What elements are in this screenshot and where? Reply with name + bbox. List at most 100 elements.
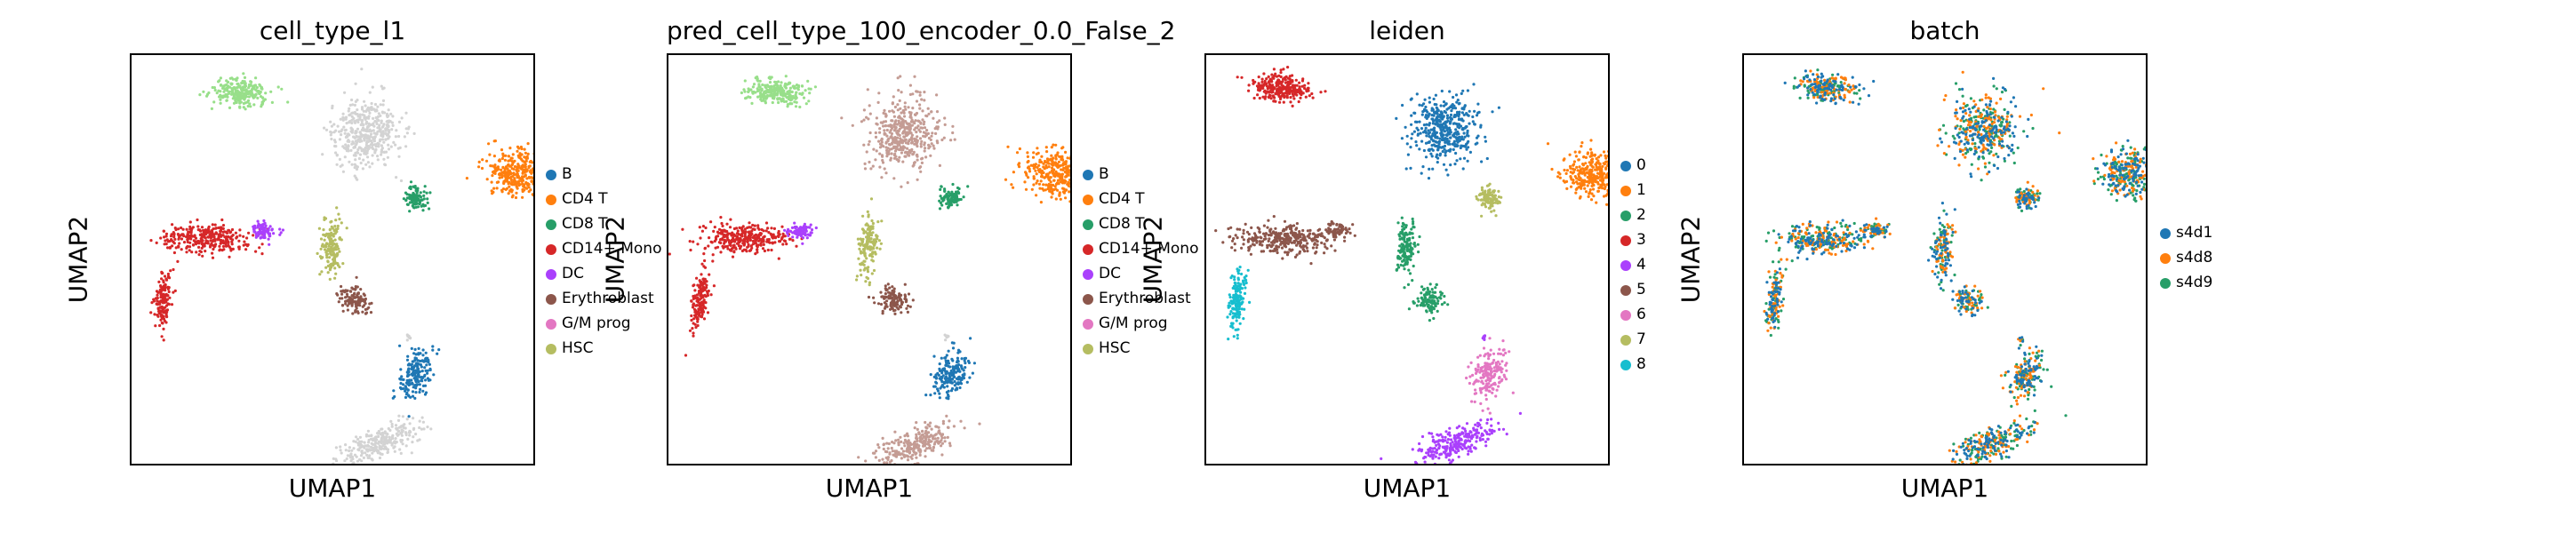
legend-marker (546, 244, 556, 255)
legend-label: 0 (1636, 156, 1646, 174)
cell-cluster (668, 216, 806, 260)
cell-cluster (684, 252, 716, 357)
legend-label: 6 (1636, 306, 1646, 323)
legend-marker (1083, 219, 1093, 230)
cell-cluster (1948, 419, 2039, 464)
scatter-plot-area (1742, 53, 2148, 465)
legend-label: CD8 T (1099, 215, 1145, 233)
legend-label: DC (562, 265, 584, 282)
x-axis-label: UMAP1 (288, 473, 377, 503)
cell-cluster (198, 72, 290, 111)
legend-label: CD14+ Mono (562, 240, 662, 258)
legend-label: 1 (1636, 181, 1646, 199)
cell-cluster (335, 275, 373, 315)
scatter-plot-area (667, 53, 1072, 465)
cell-cluster (840, 75, 956, 188)
cell-cluster (1004, 143, 1070, 204)
cell-cluster (1927, 202, 1956, 290)
cell-cluster (2006, 345, 2044, 397)
cell-cluster (1465, 337, 1515, 415)
cell-cluster (332, 414, 433, 464)
cell-cluster (316, 206, 348, 281)
cell-cluster (465, 139, 533, 200)
cell-cluster (405, 333, 412, 342)
cell-cluster (321, 68, 416, 183)
legend-marker (546, 344, 556, 354)
legend-label: HSC (1099, 339, 1131, 357)
panel-batch: batch UMAP1 UMAP2 s4d1 s4d8 s4d9 (1676, 0, 2364, 533)
cell-cluster (867, 282, 915, 315)
legend-marker (1083, 344, 1093, 354)
legend-marker (1620, 335, 1631, 346)
legend-marker (1083, 244, 1093, 255)
y-axis-label: UMAP2 (1676, 215, 1706, 304)
cell-cluster (1214, 215, 1337, 266)
cell-cluster (1318, 219, 1356, 243)
legend-marker (1620, 260, 1631, 271)
legend-label: s4d8 (2176, 249, 2213, 266)
cell-cluster (391, 344, 441, 418)
y-axis-label: UMAP2 (63, 215, 93, 304)
legend-marker (1620, 285, 1631, 296)
umap-scatter (1763, 68, 2146, 464)
legend-marker (546, 319, 556, 330)
legend-marker (2160, 228, 2171, 239)
cell-cluster (855, 197, 884, 287)
legend-label: G/M prog (1099, 314, 1168, 332)
cell-cluster (938, 182, 970, 211)
cell-cluster (2095, 139, 2146, 198)
legend-marker (1083, 294, 1093, 305)
legend-marker (546, 170, 556, 180)
chart-title: cell_type_l1 (259, 16, 406, 45)
legend-marker (1620, 235, 1631, 246)
cell-cluster (402, 180, 432, 213)
legend-marker (546, 219, 556, 230)
cell-cluster (1546, 139, 1608, 206)
legend-label: CD4 T (562, 190, 608, 208)
cell-cluster (149, 218, 271, 263)
cell-cluster (1395, 83, 1500, 180)
cell-cluster (857, 414, 981, 464)
legend-label: 2 (1636, 206, 1646, 224)
legend-marker (1083, 195, 1093, 205)
legend-label: G/M prog (562, 314, 631, 332)
legend-marker (1620, 211, 1631, 221)
cell-cluster (1764, 267, 1783, 329)
legend-label: B (1099, 165, 1109, 183)
legend-marker (546, 195, 556, 205)
cell-cluster (1407, 282, 1450, 322)
cell-cluster (1783, 69, 1876, 106)
cell-cluster (252, 219, 284, 246)
scatter-plot-area (130, 53, 535, 465)
chart-title: leiden (1369, 16, 1445, 45)
cell-cluster (1862, 223, 1889, 239)
x-axis-label: UMAP1 (1363, 473, 1452, 503)
umap-scatter (149, 68, 533, 464)
legend-label: Erythroblast (1099, 290, 1191, 307)
legend-label: DC (1099, 265, 1121, 282)
legend-marker (1083, 170, 1093, 180)
legend-label: B (562, 165, 572, 183)
legend-label: Erythroblast (562, 290, 654, 307)
cell-cluster (740, 75, 817, 109)
legend-marker (1620, 186, 1631, 196)
panel-pred-cell-type: pred_cell_type_100_encoder_0.0_False_2 U… (601, 0, 1289, 533)
legend-marker (1083, 319, 1093, 330)
cell-cluster (1929, 209, 1956, 292)
cell-cluster (1475, 182, 1503, 218)
umap-scatter (1214, 66, 1608, 464)
cell-cluster (1777, 219, 1868, 261)
cell-cluster (943, 333, 950, 342)
legend-marker (1620, 310, 1631, 321)
cell-cluster (1226, 266, 1252, 341)
legend-label: CD4 T (1099, 190, 1145, 208)
cell-cluster (1395, 216, 1421, 290)
x-axis-label: UMAP1 (1900, 473, 1989, 503)
chart-title: batch (1909, 16, 1980, 45)
legend-label: 8 (1636, 355, 1646, 373)
legend-marker (1620, 360, 1631, 370)
cell-cluster (2016, 187, 2041, 211)
legend-label: 4 (1636, 256, 1646, 274)
x-axis-label: UMAP1 (825, 473, 914, 503)
legend-marker (546, 269, 556, 280)
